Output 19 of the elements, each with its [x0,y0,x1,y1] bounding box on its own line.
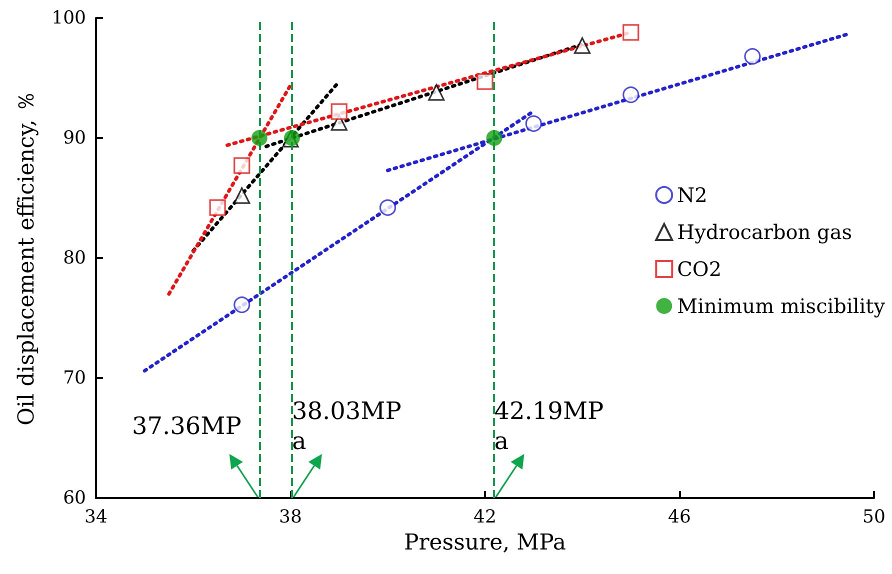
legend-label: CO2 [677,257,722,281]
y-tick-label: 100 [52,8,86,28]
annotation: 37.36MP [132,412,242,440]
legend-label: Hydrocarbon gas [677,220,852,244]
y-tick-label: 70 [63,368,86,388]
y-tick-label: 90 [63,128,86,148]
x-tick-label: 38 [279,506,302,528]
x-tick-label: 50 [862,506,886,528]
legend-label: Minimum miscibility [677,294,886,318]
x-tick-label: 46 [668,506,691,528]
annotation: 38.03MPa [292,397,402,455]
y-axis-title: Oil displacement efficiency, ％ [14,90,40,426]
y-tick-label: 80 [63,248,86,268]
x-tick-label: 42 [474,506,496,528]
x-tick-label: 34 [84,506,108,528]
y-tick-label: 60 [63,488,86,508]
annotation: 42.19MPa [494,397,604,455]
legend-label: N2 [677,183,708,207]
x-axis-title: Pressure, MPa [404,530,566,556]
